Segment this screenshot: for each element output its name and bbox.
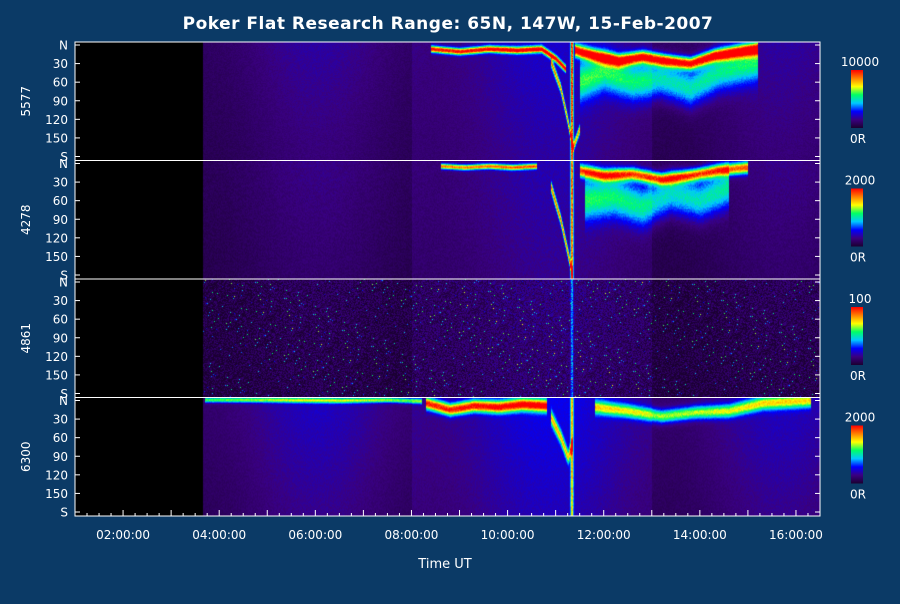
x-tick-label: 06:00:00 <box>288 528 342 542</box>
y-tick-label: 30 <box>53 57 68 71</box>
colorbar-min-label: 0R <box>850 369 866 383</box>
colorbar-min-label: 0R <box>850 251 866 265</box>
colorbar-max-label: 100 <box>849 292 872 306</box>
y-tick-label: 90 <box>53 213 68 227</box>
y-tick-label: S <box>60 269 68 283</box>
y-tick-label: 60 <box>53 194 68 208</box>
panel-label: 5577 <box>19 86 33 117</box>
panel-4278: N 30 60 90 120 150 S 4278 2000 0R <box>19 157 875 283</box>
y-tick-label: 120 <box>45 468 68 482</box>
y-tick-label: N <box>59 157 68 171</box>
panel-label: 4278 <box>19 204 33 235</box>
colorbar-max-label: 2000 <box>845 174 876 188</box>
colorbar <box>851 70 863 128</box>
x-tick-label: 16:00:00 <box>769 528 823 542</box>
y-tick-label: 60 <box>53 313 68 327</box>
x-tick-label: 14:00:00 <box>673 528 727 542</box>
x-tick-label: 04:00:00 <box>192 528 246 542</box>
y-tick-label: 90 <box>53 94 68 108</box>
y-tick-label: 90 <box>53 450 68 464</box>
x-axis: 02:00:00 04:00:00 06:00:00 08:00:00 10:00:00… <box>74 510 823 542</box>
y-tick-label: 30 <box>53 294 68 308</box>
y-tick-label: 90 <box>53 331 68 345</box>
chart-title: Poker Flat Research Range: 65N, 147W, 15… <box>183 14 714 34</box>
heatmap-6300 <box>75 397 820 517</box>
y-tick-label: N <box>59 276 68 290</box>
y-tick-label: 120 <box>45 231 68 245</box>
colorbar <box>851 307 863 365</box>
y-tick-label: 150 <box>45 487 68 501</box>
y-tick-label: N <box>59 394 68 408</box>
y-tick-label: 150 <box>45 250 68 264</box>
y-tick-label: 30 <box>53 176 68 190</box>
heatmap-4861 <box>75 279 820 398</box>
y-tick-label: 30 <box>53 413 68 427</box>
y-tick-label: 120 <box>45 350 68 364</box>
heatmap-5577 <box>75 42 820 161</box>
y-tick-label: 120 <box>45 113 68 127</box>
colorbar-min-label: 0R <box>850 132 866 146</box>
panel-label: 4861 <box>19 323 33 354</box>
panel-5577: N 30 60 90 120 150 S 5577 10000 0R <box>19 39 879 165</box>
panel-4861: N 30 60 90 120 150 S 4861 100 0R <box>19 276 871 402</box>
y-tick-label: 150 <box>45 131 68 145</box>
y-tick-label: S <box>60 506 68 520</box>
x-tick-label: 10:00:00 <box>481 528 535 542</box>
colorbar-min-label: 0R <box>850 488 866 502</box>
y-tick-label: 60 <box>53 431 68 445</box>
colorbar <box>851 188 863 247</box>
y-tick-label: 60 <box>53 76 68 90</box>
panel-label: 6300 <box>19 441 33 472</box>
heatmap-4278 <box>75 160 820 280</box>
x-tick-label: 08:00:00 <box>384 528 438 542</box>
panels: N 30 60 90 120 150 S 5577 10000 0R N 30 60 90 120 150 S 4… <box>19 39 879 520</box>
panel-6300: N 30 60 90 120 150 S 6300 2000 0R <box>19 394 875 520</box>
y-tick-label: S <box>60 387 68 401</box>
colorbar <box>851 425 863 484</box>
y-tick-label: 150 <box>45 368 68 382</box>
colorbar-max-label: 10000 <box>841 55 879 69</box>
y-tick-label: S <box>60 150 68 164</box>
y-tick-label: N <box>59 39 68 53</box>
x-tick-label: 02:00:00 <box>96 528 150 542</box>
x-tick-label: 12:00:00 <box>577 528 631 542</box>
x-axis-label: Time UT <box>417 557 471 572</box>
colorbar-max-label: 2000 <box>845 411 876 425</box>
